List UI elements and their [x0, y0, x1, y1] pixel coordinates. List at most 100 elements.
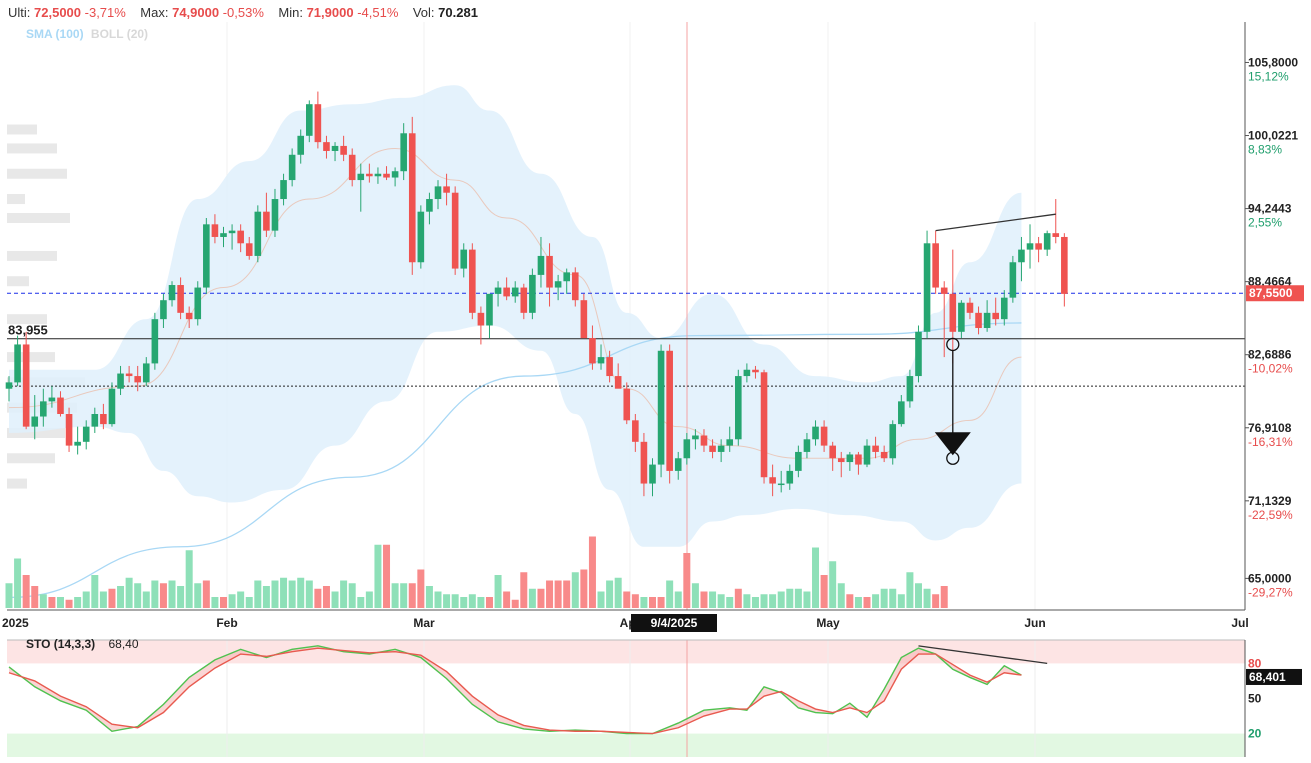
- volume-bar: [914, 583, 922, 608]
- volume-bar: [142, 591, 150, 608]
- candle: [151, 319, 159, 364]
- candle: [529, 274, 536, 313]
- volume-profile-bar: [7, 427, 65, 438]
- max-change: -0,53%: [222, 5, 264, 20]
- volume-bar: [640, 597, 648, 608]
- candle: [614, 376, 622, 389]
- volume-bar: [786, 588, 794, 608]
- sto-value-tag-label: 68,401: [1249, 670, 1286, 684]
- candle: [932, 243, 939, 288]
- time-axis-label: May: [816, 616, 840, 630]
- candle: [211, 224, 219, 237]
- volume-bar: [631, 594, 639, 608]
- candle: [735, 376, 742, 440]
- volume-bar: [254, 580, 262, 608]
- candle: [906, 376, 914, 402]
- candle: [786, 470, 794, 484]
- candle: [700, 435, 708, 446]
- volume-bar: [211, 597, 219, 608]
- sto-axis-label: 50: [1248, 692, 1262, 706]
- boll-legend[interactable]: BOLL (20): [90, 27, 149, 41]
- volume-bar: [683, 553, 691, 608]
- sto-label[interactable]: STO (14,3,3): [26, 637, 96, 651]
- price-axis-pct: 15,12%: [1248, 69, 1289, 83]
- volume-bar: [340, 580, 348, 608]
- volume-bar: [425, 586, 433, 608]
- candle: [829, 445, 836, 459]
- overbought-zone: [7, 640, 1245, 664]
- candle: [374, 173, 382, 177]
- volume-bar: [468, 594, 476, 608]
- volume-bar: [383, 544, 391, 608]
- volume-bar: [322, 586, 330, 608]
- volume-bar: [923, 588, 931, 608]
- candle: [623, 388, 631, 421]
- candle: [1061, 236, 1068, 294]
- support-label: 83,955: [8, 323, 48, 338]
- volume-bar: [314, 588, 322, 608]
- candle: [366, 173, 373, 177]
- candle: [803, 439, 811, 452]
- candle: [443, 186, 450, 193]
- volume-bar: [331, 591, 339, 608]
- candle: [632, 420, 639, 442]
- sto-value: 68,40: [108, 637, 139, 651]
- volume-bar: [22, 575, 30, 608]
- oversold-zone: [7, 733, 1245, 757]
- volume-profile-bar: [7, 352, 55, 363]
- candle: [898, 401, 905, 425]
- candle: [331, 145, 339, 151]
- sma-legend[interactable]: SMA (100): [26, 27, 84, 41]
- candle: [469, 249, 476, 313]
- candle: [657, 350, 665, 465]
- volume-bar: [546, 580, 554, 608]
- volume-bar: [485, 597, 493, 608]
- volume-profile-bar: [7, 168, 67, 179]
- max-label: Max:: [140, 5, 169, 20]
- candle: [795, 451, 802, 471]
- volume-bar: [262, 586, 270, 608]
- candle: [323, 142, 330, 151]
- volume-bar: [743, 594, 751, 608]
- volume-bar: [82, 591, 90, 608]
- volume-bar: [185, 550, 193, 608]
- current-price-tag: [1246, 285, 1304, 302]
- volume-bar: [657, 597, 665, 608]
- candle: [666, 350, 673, 471]
- price-axis-label: 76,9108: [1248, 421, 1292, 435]
- price-axis-label: 82,6886: [1248, 348, 1292, 362]
- volume-bar: [846, 594, 854, 608]
- volume-bar: [177, 586, 185, 608]
- candle: [22, 344, 30, 427]
- volume-bar: [588, 536, 596, 608]
- candle: [983, 312, 991, 329]
- volume-bar: [571, 572, 579, 608]
- volume-bar: [649, 597, 656, 608]
- price-axis-label: 88,4664: [1248, 275, 1292, 289]
- price-axis-label: 94,2443: [1248, 202, 1292, 216]
- volume-bar: [503, 591, 511, 608]
- candle: [1035, 243, 1042, 250]
- candle: [726, 439, 734, 446]
- volume-bar: [872, 594, 880, 608]
- candle: [57, 397, 64, 414]
- volume-bar: [288, 580, 296, 608]
- volume-bar: [906, 572, 914, 608]
- candle: [683, 439, 691, 459]
- candle: [589, 338, 596, 364]
- candle: [820, 426, 828, 446]
- bollinger-band: [9, 85, 1022, 547]
- candle: [855, 454, 862, 465]
- candle: [391, 171, 399, 178]
- price-axis-pct: 2,55%: [1248, 216, 1282, 230]
- volume-profile-bar: [7, 478, 27, 489]
- candle: [1018, 249, 1025, 263]
- volume-bar: [760, 594, 768, 608]
- volume-bar: [580, 569, 588, 608]
- price-axis-pct: -29,27%: [1248, 585, 1293, 599]
- candle: [220, 233, 227, 237]
- bollinger-middle-line: [8, 147, 1022, 459]
- price-axis-label: 65,0000: [1248, 571, 1292, 585]
- volume-profile-bar: [7, 143, 57, 154]
